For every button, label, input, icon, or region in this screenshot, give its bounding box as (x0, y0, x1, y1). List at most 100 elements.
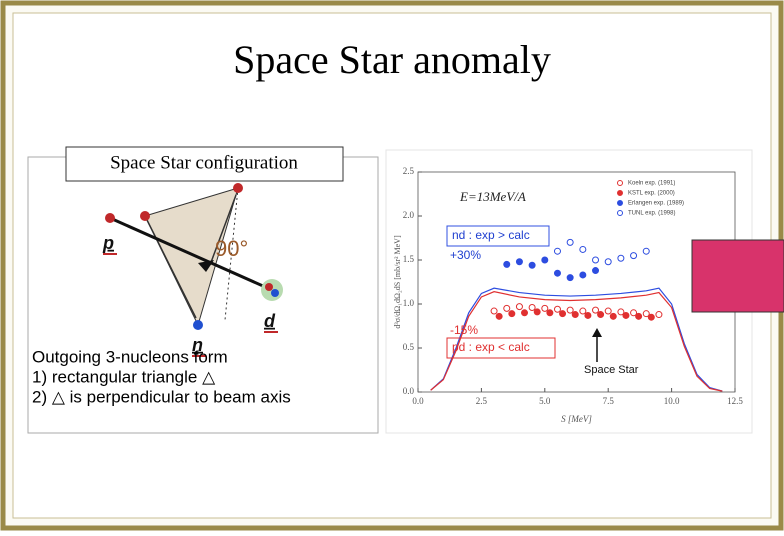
data-point (503, 260, 511, 268)
data-point (579, 245, 587, 253)
annotation: pd : exp < calc (452, 340, 530, 354)
y-tick-label: 1.5 (403, 254, 415, 264)
particle-label: n (192, 335, 203, 355)
deuteron-halo (261, 279, 283, 301)
data-point (541, 304, 549, 312)
data-point (635, 312, 643, 320)
legend-entry: KSTL exp. (2000) (628, 191, 675, 197)
arrow-up (209, 194, 237, 266)
data-point (592, 256, 600, 264)
energy-label: E=13MeV/A (459, 189, 526, 204)
x-tick-label: 7.5 (603, 396, 615, 406)
legend-marker (617, 200, 623, 206)
calc-curve (430, 287, 723, 392)
annotation: -15% (450, 323, 478, 337)
data-point (571, 311, 579, 319)
data-point (642, 247, 650, 255)
data-point (566, 238, 574, 246)
data-point (566, 274, 574, 282)
arrow-head (592, 328, 602, 337)
particle-label: p (102, 233, 114, 253)
data-point (617, 254, 625, 262)
data-point (579, 271, 587, 279)
particle (140, 211, 150, 221)
data-point (559, 310, 567, 318)
caption-line: Outgoing 3-nucleons form (32, 347, 228, 366)
data-point (655, 311, 663, 319)
particle-label: d (264, 311, 276, 331)
data-point (592, 267, 600, 275)
data-point (622, 311, 630, 319)
annotation-box (446, 225, 550, 247)
data-point (490, 307, 498, 315)
calc-curve (430, 291, 723, 392)
legend-marker (617, 190, 623, 196)
diagram-label: Space Star configuration (110, 152, 298, 173)
x-tick-label: 0.0 (412, 396, 424, 406)
particle (105, 213, 115, 223)
x-tick-label: 5.0 (539, 396, 551, 406)
data-point (533, 308, 541, 316)
data-point (503, 304, 511, 312)
data-point (515, 303, 523, 311)
data-point (546, 309, 554, 317)
legend-marker (617, 180, 623, 186)
data-point (528, 261, 536, 269)
particle (265, 283, 273, 291)
label-box (65, 146, 344, 182)
beam-line (109, 216, 273, 292)
data-point (604, 307, 612, 315)
data-point (528, 304, 536, 312)
slide-title: Space Star anomaly (233, 37, 551, 82)
x-axis-label: S [MeV] (561, 414, 592, 424)
y-tick-label: 0.5 (403, 342, 415, 352)
legend-entry: TUNL exp. (1998) (628, 211, 675, 217)
particle (233, 183, 243, 193)
dotted-line (224, 187, 239, 321)
annotation: Space Star (584, 364, 639, 376)
data-point (566, 306, 574, 314)
arrow-n (144, 215, 197, 319)
x-tick-label: 10.0 (664, 396, 680, 406)
x-tick-label: 12.5 (727, 396, 743, 406)
arrow-head (198, 260, 214, 272)
data-point (597, 311, 605, 319)
data-point (604, 258, 612, 266)
y-axis-label: d³σ/dΩ₁dΩ₂dS [mb/sr² MeV] (393, 235, 402, 329)
data-point (553, 247, 561, 255)
annotation-box (446, 337, 556, 359)
angle-label: 90° (215, 236, 248, 261)
y-tick-label: 1.0 (403, 298, 415, 308)
pink-box (691, 239, 784, 313)
data-point (508, 310, 516, 318)
data-point (630, 309, 638, 317)
data-point (617, 308, 625, 316)
legend-entry: Koeln exp. (1991) (628, 181, 675, 187)
chart-panel (385, 149, 753, 434)
data-point (515, 258, 523, 266)
y-tick-label: 2.5 (403, 166, 415, 176)
y-tick-label: 2.0 (403, 210, 415, 220)
data-point (553, 305, 561, 313)
data-point (495, 312, 503, 320)
y-tick-label: 0.0 (403, 386, 415, 396)
data-point (553, 269, 561, 277)
legend-entry: Erlangen exp. (1989) (628, 201, 684, 207)
x-tick-label: 2.5 (476, 396, 488, 406)
particle (271, 289, 279, 297)
caption-line: 1) rectangular triangle △ (32, 367, 216, 386)
data-point (579, 307, 587, 315)
data-point (592, 306, 600, 314)
annotation: +30% (450, 248, 481, 262)
data-point (647, 313, 655, 321)
caption-line: 2) △ is perpendicular to beam axis (32, 387, 291, 406)
data-point (609, 312, 617, 320)
particle (193, 320, 203, 330)
annotation: nd : exp > calc (452, 228, 530, 242)
legend-marker (617, 210, 623, 216)
data-point (521, 309, 529, 317)
data-point (541, 256, 549, 264)
data-point (642, 310, 650, 318)
